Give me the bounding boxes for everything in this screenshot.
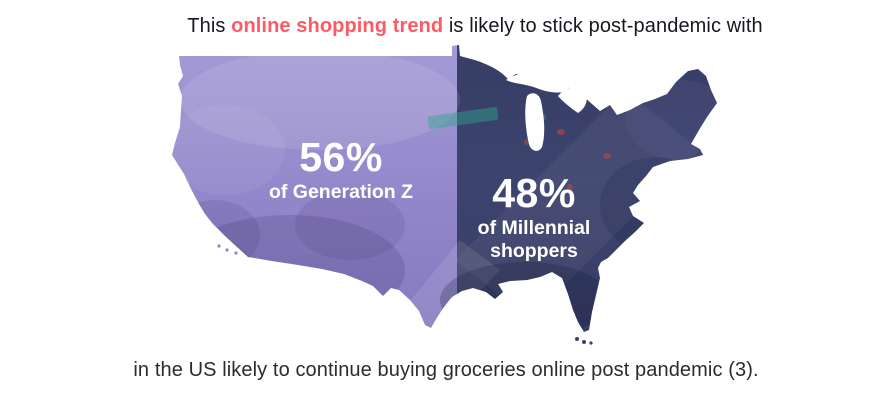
us-map-fill-group — [172, 45, 717, 332]
stat-gen-z: 56% of Generation Z — [269, 137, 413, 204]
lake-huron-cutout — [558, 87, 587, 113]
channel-island-dot — [234, 251, 238, 255]
stat-gen-z-label: of Generation Z — [268, 181, 414, 203]
photo-highlight-blob — [180, 50, 460, 150]
stat-gen-z-value: 56% — [299, 134, 383, 180]
photo-shadow-blob — [440, 262, 610, 332]
lake-superior-cutout — [506, 73, 571, 93]
florida-keys-dot — [582, 340, 586, 344]
lake-michigan-cutout — [525, 93, 545, 151]
photo-shadow-blob — [172, 200, 260, 270]
grocery-item-dot — [603, 153, 611, 159]
caption: in the US likely to continue buying groc… — [133, 359, 759, 381]
florida-keys-dot — [589, 341, 593, 345]
photo-highlight-blob — [625, 80, 717, 160]
headline-highlight: online shopping trend — [231, 15, 444, 37]
headline: This online shopping trend is likely to … — [187, 13, 762, 39]
stat-millennial-value: 48% — [492, 170, 576, 216]
photo-shadow-blob — [600, 157, 710, 253]
grocery-app-banner — [427, 107, 499, 130]
channel-island-dot — [225, 248, 229, 252]
stat-millennial-label-line2: shoppers — [490, 240, 578, 262]
channel-island-dot — [217, 244, 221, 248]
headline-prefix: This — [187, 15, 232, 37]
stat-millennial: 48% of Millennial shoppers — [478, 173, 591, 263]
florida-keys-dot — [575, 337, 579, 341]
photo-highlight-blob — [172, 105, 285, 195]
grocery-item-dot — [557, 129, 565, 135]
headline-suffix: is likely to stick post-pandemic with — [443, 15, 763, 37]
tablet-screen-glow — [455, 90, 700, 320]
photo-shadow-blob — [295, 190, 405, 260]
grocery-item-dot — [567, 184, 573, 190]
stat-millennial-label-line1: of Millennial — [477, 217, 591, 239]
